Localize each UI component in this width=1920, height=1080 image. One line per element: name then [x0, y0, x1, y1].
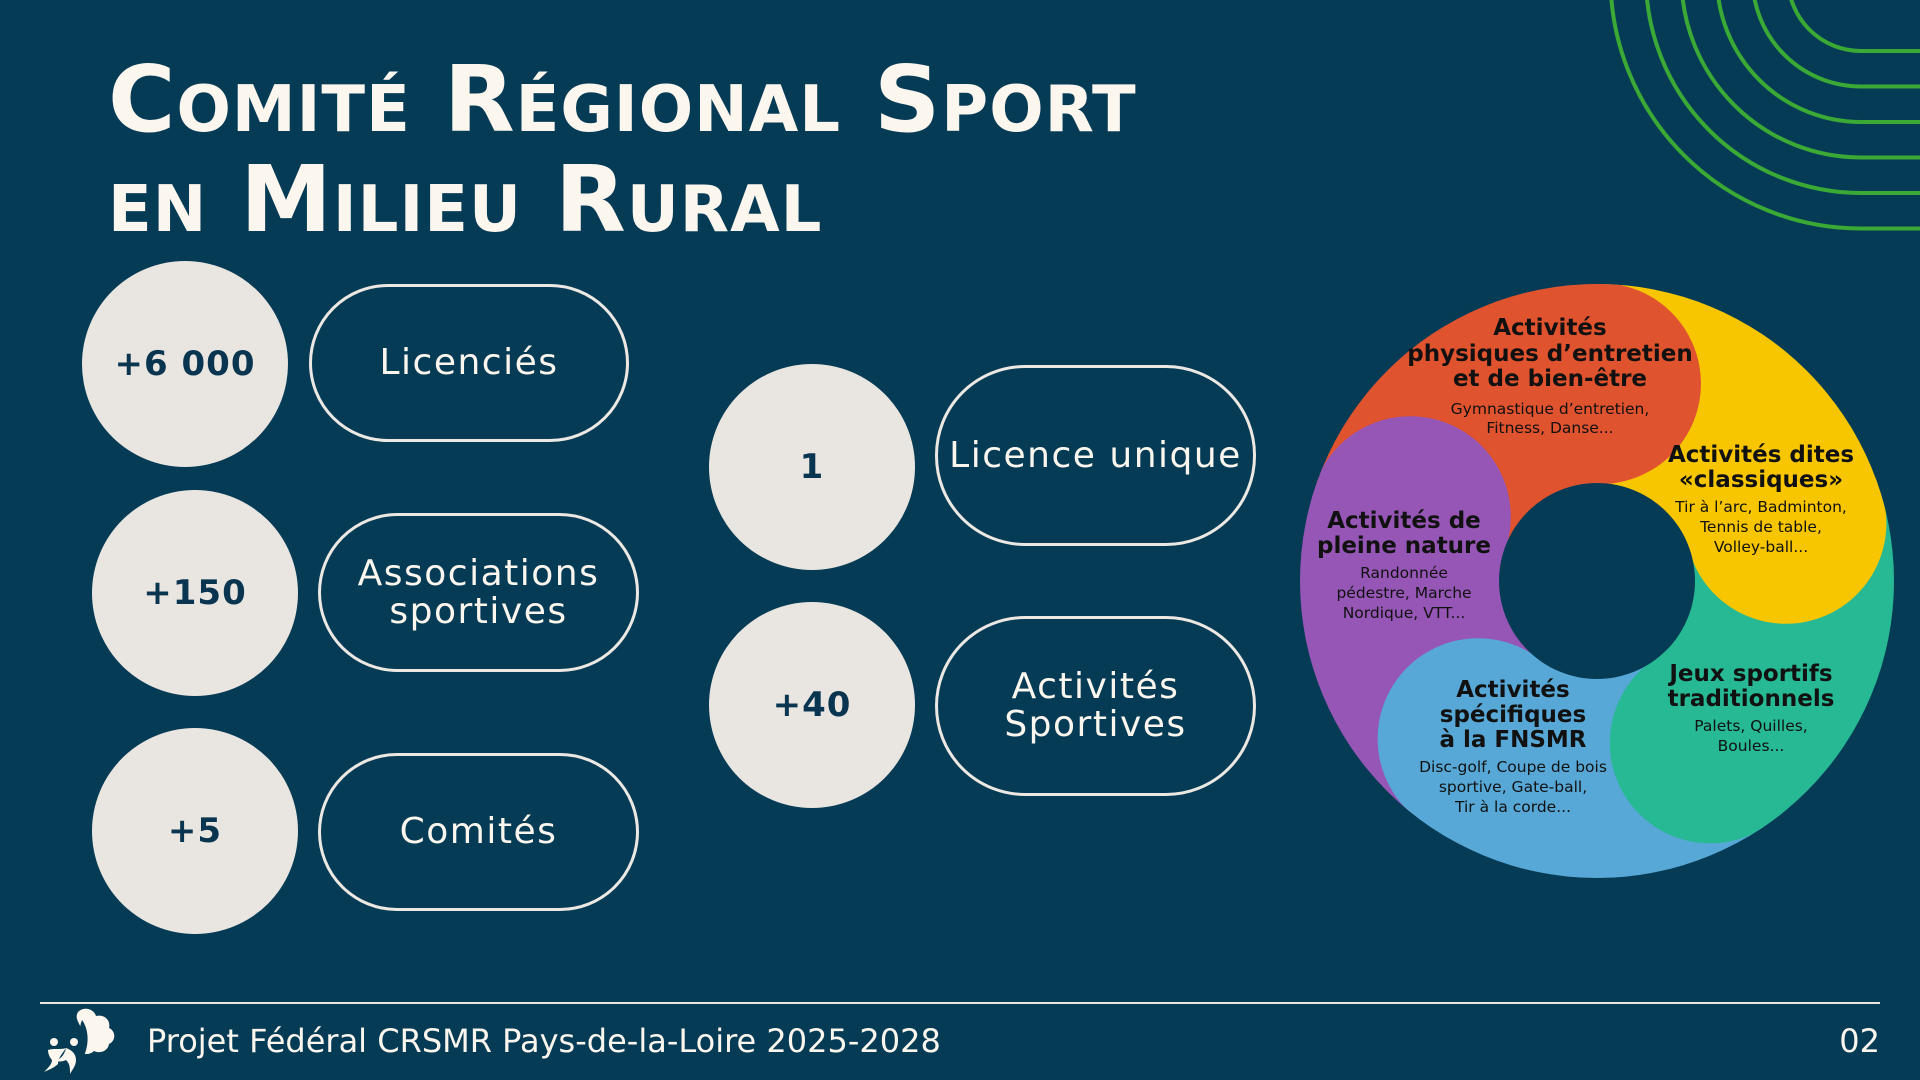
- arc-line: [1680, 0, 1920, 160]
- logo-icon: [44, 1008, 115, 1074]
- arc-line: [1645, 0, 1920, 195]
- activity-examples: Gymnastique d’entretien,: [1451, 400, 1650, 418]
- stat-label-activites: Activités Sportives: [935, 616, 1256, 796]
- arc-line: [1716, 0, 1920, 124]
- donut-segment-cap: [1377, 638, 1579, 840]
- page-number: 02: [1839, 1022, 1880, 1060]
- activity-examples: Tennis de table,: [1699, 518, 1822, 536]
- activity-title: traditionnels: [1668, 686, 1835, 712]
- activity-title: Jeux sportifs: [1667, 661, 1832, 687]
- activity-title: Activités: [1493, 315, 1606, 341]
- title-line-1: Comité Régional Sport: [108, 46, 1137, 153]
- activity-examples: Nordique, VTT...: [1343, 604, 1466, 622]
- arc-line: [1789, 0, 1920, 53]
- activity-examples: Tir à la corde...: [1454, 798, 1571, 816]
- stat-label-comites: Comités: [318, 753, 639, 911]
- activity-title: à la FNSMR: [1439, 727, 1586, 753]
- activity-title: physiques d’entretien: [1407, 341, 1693, 367]
- activity-examples: Volley-ball...: [1714, 538, 1808, 556]
- activity-title: Activités dites: [1668, 442, 1854, 468]
- activity-title: spécifiques: [1440, 702, 1586, 728]
- activity-examples: Randonnée: [1360, 564, 1448, 582]
- stat-value-licence: 1: [709, 364, 915, 570]
- activity-title: pleine nature: [1317, 533, 1491, 559]
- activity-examples: Disc-golf, Coupe de bois: [1419, 758, 1607, 776]
- activity-examples: Tir à l’arc, Badminton,: [1674, 498, 1847, 516]
- stat-label-licencies: Licenciés: [309, 284, 629, 442]
- footer-text: Projet Fédéral CRSMR Pays-de-la-Loire 20…: [147, 1022, 941, 1060]
- stat-value-comites: +5: [92, 728, 298, 934]
- title-line-2: en Milieu Rural: [108, 146, 823, 253]
- donut-segment-cap: [1499, 284, 1701, 485]
- page-title: Comité Régional Sport en Milieu Rural: [108, 50, 1137, 250]
- stat-label-licence: Licence unique: [935, 365, 1256, 546]
- activity-title: Activités: [1456, 677, 1569, 703]
- activity-title: et de bien-être: [1453, 366, 1647, 392]
- arc-line: [1752, 0, 1920, 89]
- activity-examples: Boules...: [1718, 737, 1785, 755]
- stat-value-associations: +150: [92, 490, 298, 696]
- donut-hole: [1499, 483, 1695, 679]
- arc-line: [1609, 0, 1920, 231]
- activity-examples: Palets, Quilles,: [1694, 717, 1807, 735]
- activity-examples: sportive, Gate-ball,: [1439, 778, 1587, 796]
- activity-examples: Fitness, Danse...: [1486, 419, 1613, 437]
- stat-value-licencies: +6 000: [82, 261, 288, 467]
- footer-divider: [40, 1002, 1880, 1004]
- donut-segment-cap: [1609, 642, 1811, 844]
- stat-value-activites: +40: [709, 602, 915, 808]
- activity-title: «classiques»: [1679, 467, 1843, 493]
- donut-segment-cap: [1309, 416, 1511, 618]
- activity-title: Activités de: [1327, 508, 1481, 534]
- donut-segment-cap: [1685, 422, 1887, 624]
- activity-examples: pédestre, Marche: [1336, 584, 1471, 602]
- stat-label-associations: Associations sportives: [318, 513, 639, 672]
